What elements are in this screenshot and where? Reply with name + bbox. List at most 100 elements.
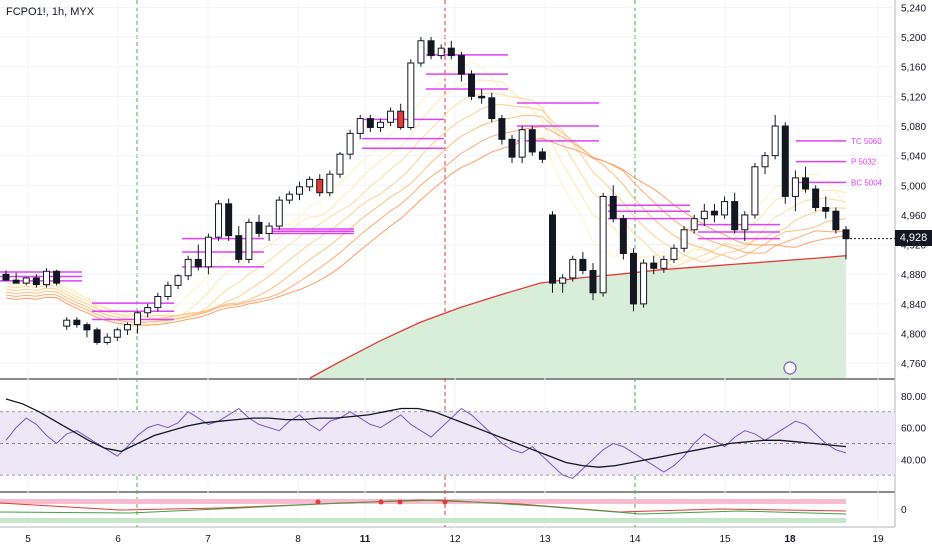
candle-body xyxy=(285,193,293,201)
candle-body xyxy=(822,207,830,212)
candle-body xyxy=(32,277,40,286)
price-tick-label: 4,920 xyxy=(901,241,926,252)
candle-body xyxy=(336,153,344,175)
candle-body xyxy=(417,40,425,64)
candle-body xyxy=(488,97,496,120)
symbol-label: FCPO1!, 1h, MYX xyxy=(6,6,95,18)
candle-body xyxy=(619,218,627,254)
candle-body xyxy=(174,275,182,286)
osc2-dot xyxy=(442,499,448,505)
candle-body xyxy=(842,229,850,240)
osc2-dot xyxy=(378,499,384,505)
candle-body xyxy=(680,229,688,249)
ribbon-ma-line xyxy=(5,103,847,317)
candle-body xyxy=(741,214,749,231)
price-tick-label: 4,880 xyxy=(901,270,926,281)
price-tick-label: 5,000 xyxy=(901,181,926,192)
candle-body xyxy=(255,221,263,234)
pivot-level-label: P 5032 xyxy=(851,158,877,167)
ribbon-ma-line xyxy=(5,79,847,327)
osc-fast-line xyxy=(5,407,847,479)
price-tick-label: 5,040 xyxy=(901,152,926,163)
osc-tick-label: 80.00 xyxy=(901,392,926,403)
candle-body xyxy=(144,307,152,314)
candle-body xyxy=(690,218,698,231)
candle-body xyxy=(83,324,91,331)
candle-body xyxy=(22,277,30,284)
candle-body xyxy=(832,210,840,231)
osc2-dot xyxy=(397,499,403,505)
candle-body xyxy=(427,40,435,57)
candle-body xyxy=(123,324,131,331)
candle-body xyxy=(154,295,162,309)
candle-body xyxy=(12,279,20,284)
candle-body xyxy=(437,47,445,57)
price-tick-label: 4,960 xyxy=(901,211,926,222)
price-tick-label: 4,760 xyxy=(901,359,926,370)
time-tick-label: 14 xyxy=(629,534,641,545)
candle-body xyxy=(751,166,759,216)
time-tick-label: 18 xyxy=(784,534,796,545)
candle-body xyxy=(245,221,253,260)
candle-body xyxy=(306,178,314,188)
candle-body xyxy=(346,132,354,155)
candle-body xyxy=(721,201,729,216)
candle-body xyxy=(376,121,384,128)
candle-body xyxy=(761,155,769,168)
candle-body xyxy=(609,195,617,220)
candle-body xyxy=(387,110,395,123)
candle-body xyxy=(731,201,739,231)
candle-body xyxy=(629,252,637,305)
candle-body xyxy=(447,47,455,57)
candle-body xyxy=(134,312,142,326)
time-tick-label: 19 xyxy=(872,534,884,545)
candle-body xyxy=(407,62,415,128)
pivot-level-label: BC 5004 xyxy=(851,178,883,187)
candle-body xyxy=(508,138,516,158)
candle-body xyxy=(538,151,546,160)
candle-body xyxy=(670,247,678,260)
candle-body xyxy=(73,319,81,326)
candle-body xyxy=(113,329,121,338)
time-tick-label: 13 xyxy=(539,534,551,545)
candle-body xyxy=(518,129,526,158)
candle-body xyxy=(275,199,283,227)
ribbon-ma-line xyxy=(5,137,847,326)
candle-body xyxy=(781,125,789,197)
price-tick-label: 4,840 xyxy=(901,300,926,311)
osc2-band xyxy=(0,518,846,523)
candle-body xyxy=(802,177,810,190)
price-tick-label: 5,200 xyxy=(901,33,926,44)
candle-body xyxy=(326,173,334,194)
candle-body xyxy=(53,270,61,284)
slow-ma-line xyxy=(309,255,847,379)
candle-body xyxy=(164,284,172,297)
time-tick-label: 5 xyxy=(25,534,31,545)
ribbon-ma-line xyxy=(5,93,847,320)
candle-body xyxy=(812,188,820,209)
osc2-line xyxy=(0,499,847,515)
candle-body xyxy=(599,195,607,294)
osc-slow-line xyxy=(5,398,847,468)
candle-body xyxy=(316,178,324,194)
candle-body xyxy=(791,177,799,197)
time-tick-label: 15 xyxy=(719,534,731,545)
candle-body xyxy=(2,273,10,281)
candle-body xyxy=(559,277,567,284)
price-tick-label: 5,160 xyxy=(901,63,926,74)
ribbon-ma-line xyxy=(5,61,847,331)
marker-icon xyxy=(783,361,797,375)
candle-body xyxy=(498,118,506,140)
candle-body xyxy=(528,129,536,153)
candle-body xyxy=(771,125,779,157)
time-tick-label: 7 xyxy=(205,534,211,545)
pivot-level-label: TC 5060 xyxy=(851,137,882,146)
candle-body xyxy=(93,329,101,343)
candle-body xyxy=(589,270,597,294)
candle-body xyxy=(468,73,476,97)
candle-body xyxy=(710,210,718,216)
osc-tick-label: 40.00 xyxy=(901,455,926,466)
price-tick-label: 4,800 xyxy=(901,330,926,341)
